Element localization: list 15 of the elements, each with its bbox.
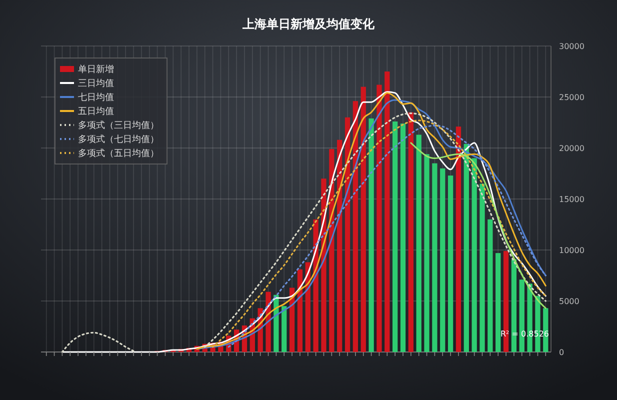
y-tick-label: 5000 xyxy=(559,296,580,306)
y-tick-label: 10000 xyxy=(559,246,584,255)
legend-label: 三日均值 xyxy=(78,78,114,90)
y-tick-label: 15000 xyxy=(559,194,584,204)
y-tick-label: 30000 xyxy=(559,42,584,51)
legend-label: 多项式（七日均值） xyxy=(78,134,159,146)
legend-label: 单日新增 xyxy=(78,64,114,76)
y-tick-label: 20000 xyxy=(559,144,584,153)
chart-title: 上海单日新增及均值变化 xyxy=(242,17,376,31)
y-tick-label: 25000 xyxy=(559,92,584,102)
y-tick-label: 0 xyxy=(559,348,564,357)
legend-label: 五日均值 xyxy=(78,106,114,118)
legend-label: 多项式（三日均值） xyxy=(78,120,159,132)
legend-label: 多项式（五日均值） xyxy=(78,148,159,160)
legend-label: 七日均值 xyxy=(78,92,114,104)
